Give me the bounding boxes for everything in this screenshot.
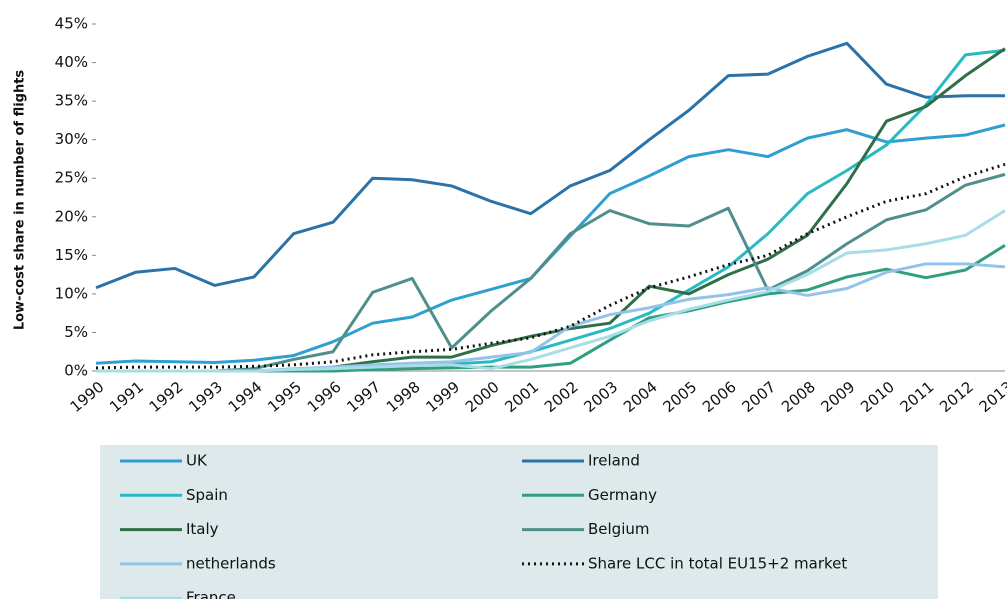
series-line: [96, 209, 1006, 373]
x-tick-label: 2010: [857, 378, 898, 416]
legend-label: netherlands: [186, 554, 276, 572]
series-line: [95, 162, 1006, 370]
x-tick-label: 2009: [818, 378, 859, 416]
y-axis-label: Low-cost share in number of flights: [13, 70, 28, 331]
x-tick-label: 2004: [620, 378, 661, 416]
x-tick-label: 1992: [146, 378, 187, 416]
y-tick-label: 20%: [55, 207, 88, 225]
x-tick-label: 1994: [225, 378, 266, 416]
y-tick-label: 5%: [64, 323, 88, 341]
y-tick-label: 10%: [55, 284, 88, 302]
x-tick-label: 1998: [383, 378, 424, 416]
x-tick-label: 2007: [739, 378, 780, 416]
legend-label: Belgium: [588, 520, 650, 538]
x-tick-label: 2002: [541, 378, 582, 416]
y-tick-label: 0%: [64, 362, 88, 380]
y-tick-label: 25%: [55, 169, 88, 187]
x-tick-label: 1995: [264, 378, 305, 416]
x-tick-label: 2006: [699, 378, 740, 416]
series-line: [95, 41, 1005, 290]
series-line: [95, 123, 1006, 365]
x-tick-label: 2012: [936, 378, 977, 416]
x-tick-label: 2005: [659, 378, 700, 416]
x-tick-label: 1999: [422, 378, 463, 416]
legend-label: France: [186, 589, 236, 599]
x-tick-label: 2003: [580, 378, 621, 416]
x-tick-label: 1996: [304, 378, 345, 416]
series-line: [96, 172, 1006, 373]
x-tick-label: 2013: [976, 378, 1007, 416]
x-tick-label: 2000: [462, 378, 503, 416]
x-tick-label: 1997: [343, 378, 384, 416]
legend-label: Ireland: [588, 452, 640, 470]
legend-label: Italy: [186, 520, 219, 538]
y-tick-label: 15%: [55, 246, 88, 264]
series-line: [96, 48, 1006, 373]
x-tick-label: 2001: [501, 378, 542, 416]
y-tick-label: 40%: [55, 53, 88, 71]
legend-box: [100, 445, 938, 599]
y-tick-label: 35%: [55, 92, 88, 110]
x-tick-label: 1990: [67, 378, 108, 416]
x-tick-label: 1993: [185, 378, 226, 416]
y-tick-label: 45%: [55, 15, 88, 33]
legend-label: Germany: [588, 486, 657, 504]
legend-label: UK: [186, 452, 208, 470]
y-tick-label: 30%: [55, 130, 88, 148]
x-tick-label: 1991: [106, 378, 147, 416]
legend-label: Spain: [186, 486, 228, 504]
legend-label: Share LCC in total EU15+2 market: [588, 554, 847, 572]
x-tick-label: 2011: [897, 378, 938, 416]
x-tick-label: 2008: [778, 378, 819, 416]
